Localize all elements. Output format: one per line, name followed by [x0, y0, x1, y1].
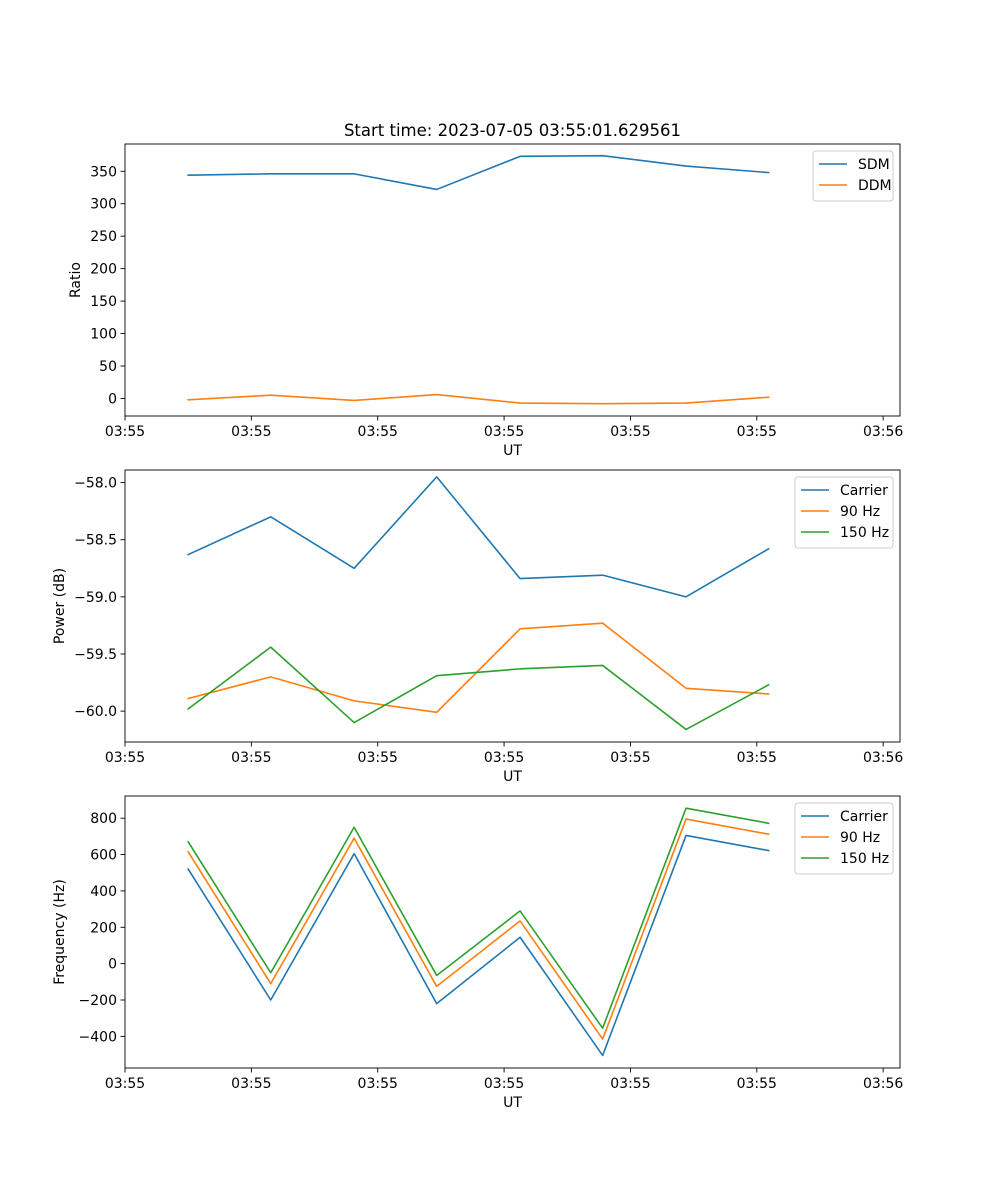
axes-frame	[124, 469, 901, 743]
plot-area	[125, 144, 900, 416]
x-tick-label: 03:55	[358, 424, 398, 440]
series-line-carrier	[187, 476, 770, 598]
series-line-ddm	[187, 393, 770, 405]
y-tick-label: −58.5	[74, 533, 117, 549]
plot-area	[125, 796, 900, 1068]
series-line-150-hz	[187, 807, 770, 1029]
series-line-carrier	[187, 834, 770, 1057]
legend-box	[794, 476, 894, 549]
legend: Carrier 90 Hz 150 Hz	[794, 476, 894, 549]
x-tick-label: 03:55	[610, 424, 650, 440]
chart-title: Start time: 2023-07-05 03:55:01.629561	[344, 121, 681, 140]
x-tick-label: 03:56	[863, 1076, 903, 1092]
legend-label: 90 Hz	[840, 830, 880, 846]
x-axis-label: UT	[503, 769, 522, 785]
x-tick-label: 03:55	[231, 424, 271, 440]
x-tick-label: 03:55	[231, 750, 271, 766]
x-tick-label: 03:55	[737, 424, 777, 440]
legend-label: DDM	[858, 178, 892, 194]
x-tick-label: 03:55	[610, 1076, 650, 1092]
axes-frame	[124, 143, 901, 417]
legend-label: 150 Hz	[840, 851, 889, 867]
y-tick-label: 800	[90, 811, 117, 827]
y-tick-label: 350	[90, 164, 117, 180]
x-tick-label: 03:55	[484, 1076, 524, 1092]
axes-frame	[124, 795, 901, 1069]
legend-label: Carrier	[840, 809, 888, 825]
subplot-3: 03:55 03:55 03:55 03:55 03:55 03:55 03:56 −400 −…	[52, 795, 903, 1111]
y-axis-label: Ratio	[68, 262, 84, 298]
x-tick-label: 03:55	[231, 1076, 271, 1092]
y-tick-label: 200	[90, 262, 117, 278]
y-tick-label: 50	[99, 359, 117, 375]
subplot-2: 03:55 03:55 03:55 03:55 03:55 03:55 03:56 −60.0…	[52, 469, 903, 785]
y-tick-label: 400	[90, 884, 117, 900]
y-tick-label: −200	[79, 993, 117, 1009]
x-tick-label: 03:55	[105, 750, 145, 766]
x-tick-label: 03:55	[358, 750, 398, 766]
x-tick-label: 03:55	[610, 750, 650, 766]
y-tick-label: 600	[90, 848, 117, 864]
x-tick-label: 03:55	[737, 750, 777, 766]
series-line-150-hz	[187, 646, 770, 731]
x-tick-label: 03:56	[863, 424, 903, 440]
legend-label: SDM	[858, 157, 890, 173]
y-tick-label: 150	[90, 294, 117, 310]
x-tick-label: 03:55	[484, 424, 524, 440]
y-tick-label: −400	[79, 1029, 117, 1045]
series-line-90-hz	[187, 818, 770, 1040]
y-tick-label: −59.5	[74, 647, 117, 663]
y-tick-label: 250	[90, 229, 117, 245]
y-tick-label: −59.0	[74, 590, 117, 606]
y-tick-label: 300	[90, 197, 117, 213]
x-tick-label: 03:55	[358, 1076, 398, 1092]
y-tick-label: −58.0	[74, 476, 117, 492]
y-tick-label: 100	[90, 327, 117, 343]
y-tick-label: −60.0	[74, 704, 117, 720]
y-tick-label: 200	[90, 920, 117, 936]
y-tick-label: 0	[108, 957, 117, 973]
series-line-sdm	[187, 154, 770, 191]
plot-area	[125, 470, 900, 742]
x-tick-label: 03:55	[737, 1076, 777, 1092]
legend: Carrier 90 Hz 150 Hz	[794, 802, 894, 875]
series-line-90-hz	[187, 622, 770, 714]
legend-label: Carrier	[840, 483, 888, 499]
x-tick-label: 03:56	[863, 750, 903, 766]
x-tick-label: 03:55	[484, 750, 524, 766]
legend: SDM DDM	[812, 150, 894, 202]
y-tick-label: 0	[108, 391, 117, 407]
legend-label: 90 Hz	[840, 504, 880, 520]
legend-label: 150 Hz	[840, 525, 889, 541]
legend-box	[794, 802, 894, 875]
x-axis-label: UT	[503, 1095, 522, 1111]
x-tick-label: 03:55	[105, 424, 145, 440]
y-axis-label: Power (dB)	[52, 568, 68, 644]
y-axis-label: Frequency (Hz)	[52, 879, 68, 985]
subplot-1: 03:55 03:55 03:55 03:55 03:55 03:55 03:56 0 50 10…	[68, 121, 903, 459]
x-tick-label: 03:55	[105, 1076, 145, 1092]
x-axis-label: UT	[503, 443, 522, 459]
